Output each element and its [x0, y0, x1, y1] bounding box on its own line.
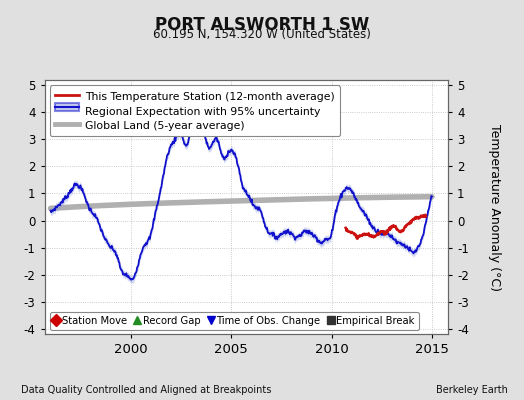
Text: Berkeley Earth: Berkeley Earth	[436, 385, 508, 395]
Y-axis label: Temperature Anomaly (°C): Temperature Anomaly (°C)	[488, 124, 501, 290]
Text: 60.195 N, 154.320 W (United States): 60.195 N, 154.320 W (United States)	[153, 28, 371, 41]
Text: Data Quality Controlled and Aligned at Breakpoints: Data Quality Controlled and Aligned at B…	[21, 385, 271, 395]
Text: PORT ALSWORTH 1 SW: PORT ALSWORTH 1 SW	[155, 16, 369, 34]
Legend: Station Move, Record Gap, Time of Obs. Change, Empirical Break: Station Move, Record Gap, Time of Obs. C…	[50, 312, 419, 330]
